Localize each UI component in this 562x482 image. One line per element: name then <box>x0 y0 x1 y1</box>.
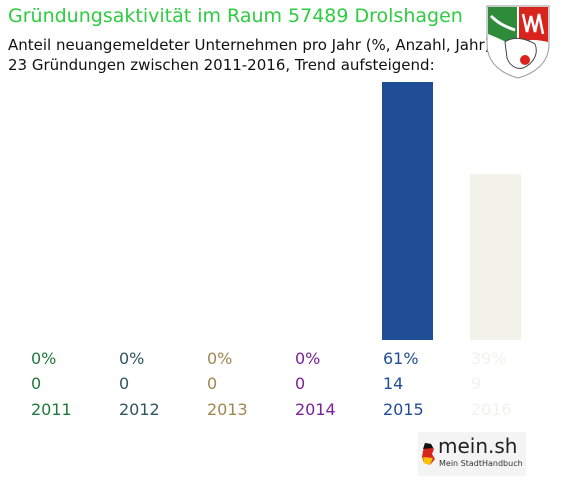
logo-text: mein.sh <box>438 434 518 458</box>
percent-label-2015: 61% <box>383 349 419 368</box>
year-label-2013: 2013 <box>207 400 248 419</box>
count-label-2011: 0 <box>31 374 41 393</box>
nrw-coat-of-arms-icon <box>486 5 550 79</box>
mein-sh-logo: mein.sh Mein StadtHandbuch <box>418 432 526 476</box>
count-label-2015: 14 <box>383 374 403 393</box>
logo-subtitle: Mein StadtHandbuch <box>439 459 523 468</box>
year-label-2016: 2016 <box>471 400 512 419</box>
germany-map-icon <box>422 443 435 465</box>
percent-label-2013: 0% <box>207 349 232 368</box>
count-label-2014: 0 <box>295 374 305 393</box>
chart-subtitle: Anteil neuangemeldeter Unternehmen pro J… <box>8 36 491 54</box>
percent-label-2011: 0% <box>31 349 56 368</box>
percent-label-2012: 0% <box>119 349 144 368</box>
count-label-2013: 0 <box>207 374 217 393</box>
chart-summary: 23 Gründungen zwischen 2011-2016, Trend … <box>8 56 435 74</box>
chart-title: Gründungsaktivität im Raum 57489 Drolsha… <box>8 5 463 27</box>
percent-label-2014: 0% <box>295 349 320 368</box>
year-label-2012: 2012 <box>119 400 160 419</box>
year-label-2011: 2011 <box>31 400 72 419</box>
bar-2016 <box>470 174 521 340</box>
percent-label-2016: 39% <box>471 349 507 368</box>
year-label-2014: 2014 <box>295 400 336 419</box>
year-label-2015: 2015 <box>383 400 424 419</box>
bar-2015 <box>382 82 433 340</box>
count-label-2016: 9 <box>471 374 481 393</box>
count-label-2012: 0 <box>119 374 129 393</box>
